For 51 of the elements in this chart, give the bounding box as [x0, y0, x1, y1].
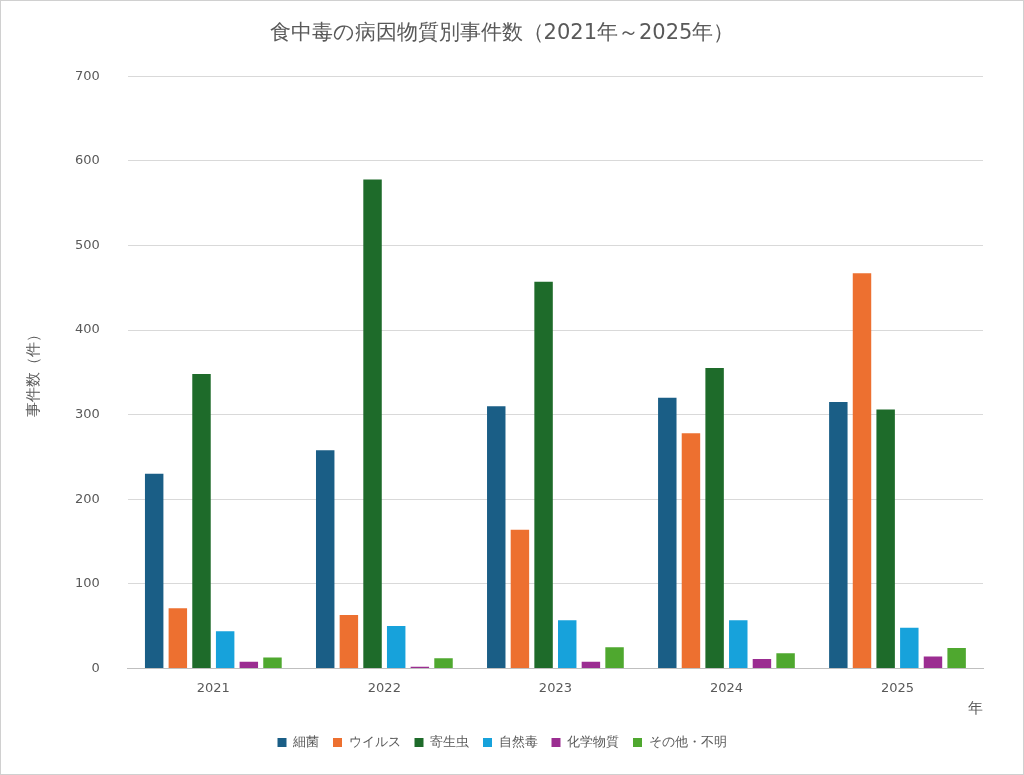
bar: [947, 648, 966, 668]
bar: [752, 659, 772, 668]
bar: [168, 608, 188, 668]
bar: [434, 658, 453, 668]
legend-label: 自然毒: [498, 733, 538, 749]
bar: [363, 179, 382, 668]
bar: [263, 657, 282, 668]
bar: [776, 653, 795, 668]
y-tick-label: 400: [74, 321, 100, 337]
y-tick-label: 300: [74, 405, 100, 421]
bar: [923, 656, 943, 668]
y-tick-label: 100: [74, 575, 100, 591]
bar: [558, 620, 577, 668]
bar: [487, 406, 506, 668]
bar: [215, 631, 235, 668]
y-tick-label: 0: [91, 659, 100, 675]
y-tick-label: 500: [74, 236, 100, 252]
y-tick-label: 200: [74, 490, 100, 506]
bar: [144, 473, 164, 668]
legend-label: 細菌: [292, 733, 319, 749]
y-tick-label: 600: [74, 152, 100, 168]
x-tick-label: 2021: [196, 679, 230, 695]
bar: [339, 615, 359, 668]
bar: [852, 273, 872, 668]
x-tick-label: 2023: [538, 679, 572, 695]
bar: [315, 450, 335, 668]
legend-label: その他・不明: [648, 733, 727, 749]
bar: [581, 661, 601, 668]
bar: [658, 397, 677, 668]
bar: [729, 620, 748, 668]
bar: [605, 647, 624, 668]
legend-label: 化学物質: [567, 733, 619, 749]
y-axis-title: 事件数（件）: [23, 327, 42, 418]
bar: [510, 529, 530, 668]
x-tick-label: 2025: [880, 679, 915, 695]
x-tick-label: 2022: [367, 679, 401, 695]
y-tick-label: 700: [74, 67, 100, 83]
bar: [681, 433, 701, 668]
bar: [829, 401, 848, 668]
chart-title: 食中毒の病因物質別事件数（2021年～2025年）: [269, 20, 735, 45]
bar: [386, 626, 406, 668]
bar: [534, 281, 553, 668]
x-axis-title: 年: [968, 698, 983, 717]
bar: [239, 661, 259, 668]
bar: [192, 373, 211, 668]
bar: [876, 409, 895, 668]
x-tick-label: 2024: [709, 679, 743, 695]
legend-label: 寄生虫: [430, 733, 469, 749]
legend-label: ウイルス: [348, 733, 401, 749]
bar: [900, 627, 919, 668]
bar: [705, 368, 724, 668]
